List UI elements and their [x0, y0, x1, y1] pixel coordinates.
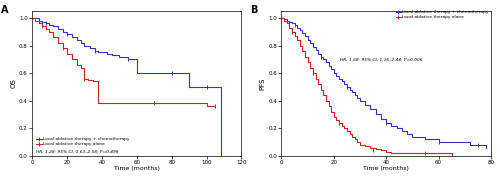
X-axis label: Time (months): Time (months) — [114, 166, 160, 172]
Text: HR, 1.68: 95% CI, 1.16–2.44; P=0.006: HR, 1.68: 95% CI, 1.16–2.44; P=0.006 — [340, 57, 422, 61]
Legend: Local ablative therapy + chemotherapy, Local ablative therapy alone: Local ablative therapy + chemotherapy, L… — [396, 10, 488, 19]
Text: A: A — [0, 5, 8, 15]
Y-axis label: PFS: PFS — [260, 77, 266, 90]
Text: HR, 1.28: 95% CI, 0.63–2.58; P=0.498: HR, 1.28: 95% CI, 0.63–2.58; P=0.498 — [36, 149, 118, 153]
Text: B: B — [250, 5, 258, 15]
X-axis label: Time (months): Time (months) — [364, 166, 409, 172]
Legend: Local ablative therapy + chemotherapy, Local ablative therapy alone: Local ablative therapy + chemotherapy, L… — [36, 137, 130, 146]
Y-axis label: OS: OS — [10, 79, 16, 88]
